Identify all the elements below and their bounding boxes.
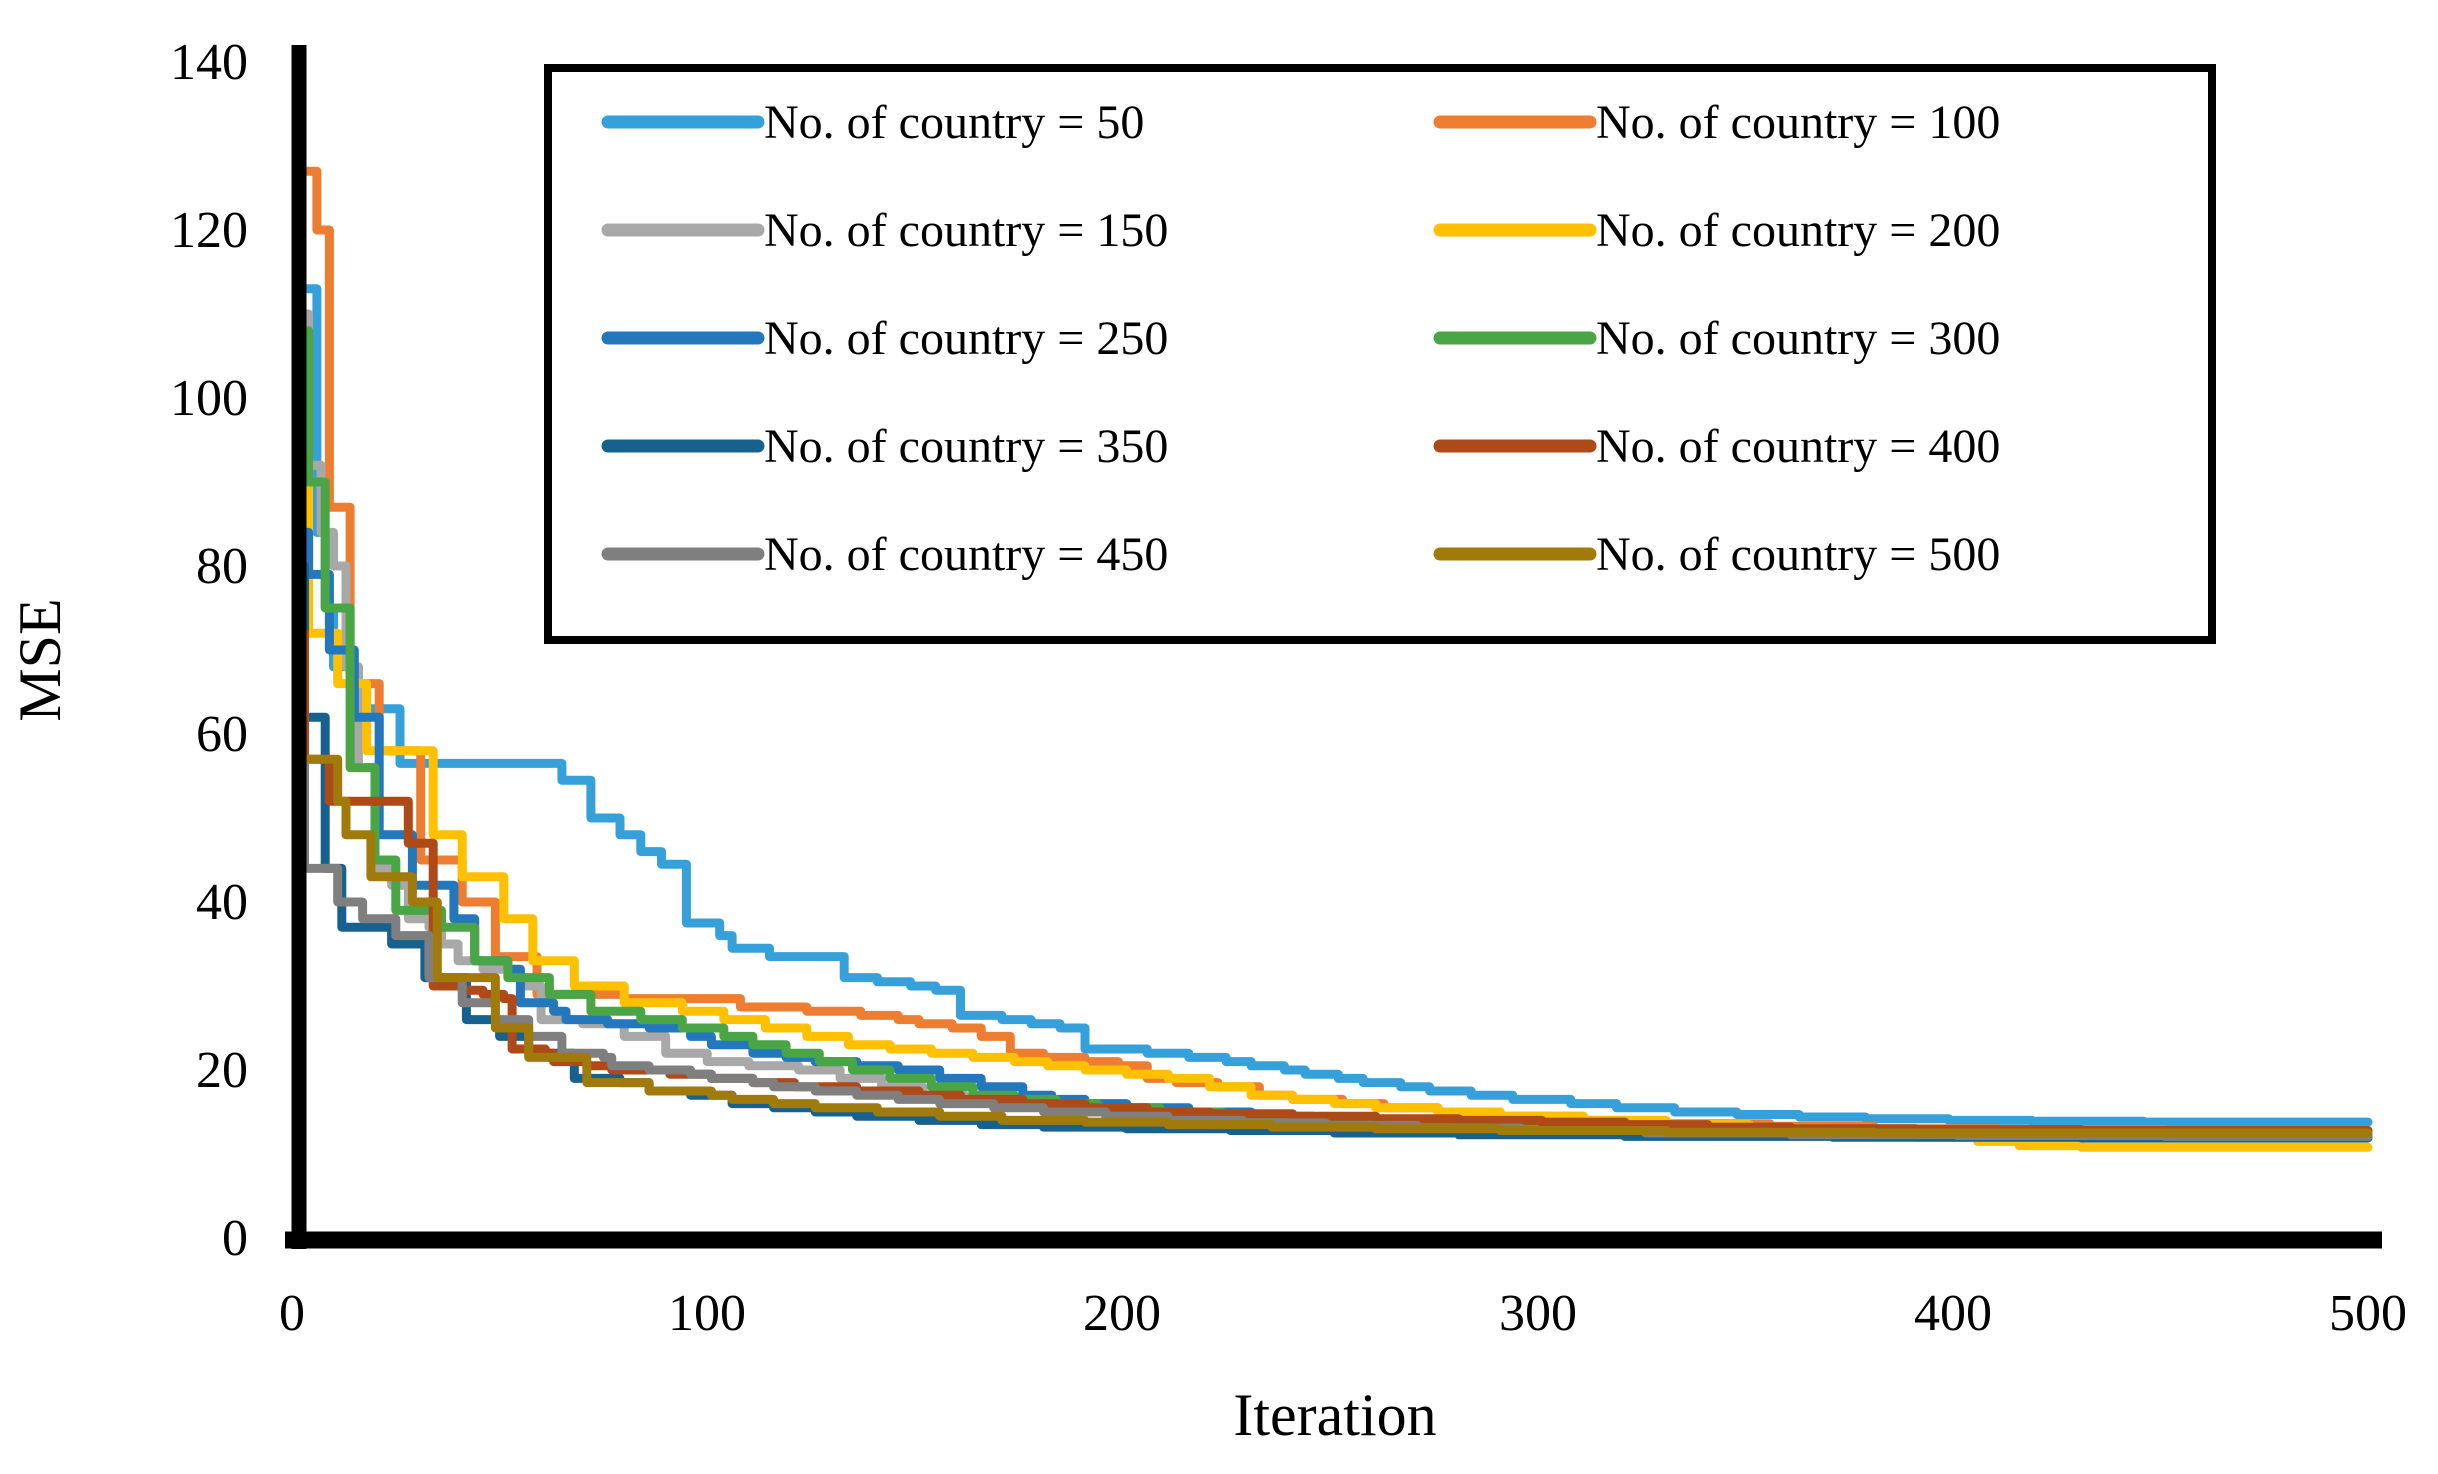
series-line-500 bbox=[291, 754, 2373, 1138]
y-tick-label: 0 bbox=[222, 1210, 248, 1267]
y-tick-label: 60 bbox=[196, 706, 248, 763]
legend-label: No. of country = 250 bbox=[764, 312, 1168, 365]
y-tick-label: 20 bbox=[196, 1042, 248, 1099]
legend-label: No. of country = 300 bbox=[1596, 312, 2000, 365]
y-axis-title: MSE bbox=[7, 598, 73, 721]
legend-entry: No. of country = 50 bbox=[601, 96, 1144, 149]
series-group bbox=[291, 166, 2373, 1152]
legend-label: No. of country = 500 bbox=[1596, 528, 2000, 581]
legend-label: No. of country = 400 bbox=[1596, 420, 2000, 473]
x-tick-label: 300 bbox=[1499, 1285, 1577, 1342]
axes-group bbox=[285, 45, 2382, 1249]
y-tick-label: 120 bbox=[170, 202, 248, 259]
y-tick-label: 40 bbox=[196, 874, 248, 931]
legend-label: No. of country = 350 bbox=[764, 420, 1168, 473]
legend-box: No. of country = 50 No. of country = 100 N… bbox=[544, 64, 2216, 644]
legend-entry: No. of country = 200 bbox=[1433, 204, 2000, 257]
series-line-50 bbox=[291, 284, 2373, 1127]
legend-label: No. of country = 50 bbox=[764, 96, 1144, 149]
legend-entry: No. of country = 400 bbox=[1433, 420, 2000, 473]
y-tick-label: 100 bbox=[170, 370, 248, 427]
y-tick-label: 80 bbox=[196, 538, 248, 595]
legend-label: No. of country = 200 bbox=[1596, 204, 2000, 257]
y-tick-labels: 0 20 40 60 80 100 120 140 bbox=[170, 34, 248, 1267]
legend-entry: No. of country = 100 bbox=[1433, 96, 2000, 149]
legend-label: No. of country = 100 bbox=[1596, 96, 2000, 149]
legend-entry: No. of country = 300 bbox=[1433, 312, 2000, 365]
legend-entry: No. of country = 450 bbox=[601, 528, 1168, 581]
legend-entry: No. of country = 250 bbox=[601, 312, 1168, 365]
legend-entry: No. of country = 150 bbox=[601, 204, 1168, 257]
x-tick-label: 200 bbox=[1083, 1285, 1161, 1342]
x-axis-title: Iteration bbox=[1233, 1382, 1436, 1448]
x-tick-label: 100 bbox=[668, 1285, 746, 1342]
x-tick-label: 500 bbox=[2329, 1285, 2407, 1342]
x-tick-labels: 0 100 200 300 400 500 bbox=[279, 1285, 2407, 1342]
legend-border bbox=[544, 64, 2216, 644]
legend-label: No. of country = 450 bbox=[764, 528, 1168, 581]
legend-entry: No. of country = 500 bbox=[1433, 528, 2000, 581]
x-tick-label: 0 bbox=[279, 1285, 305, 1342]
x-tick-label: 400 bbox=[1914, 1285, 1992, 1342]
y-tick-label: 140 bbox=[170, 34, 248, 91]
legend-label: No. of country = 150 bbox=[764, 204, 1168, 257]
legend-entry: No. of country = 350 bbox=[601, 420, 1168, 473]
